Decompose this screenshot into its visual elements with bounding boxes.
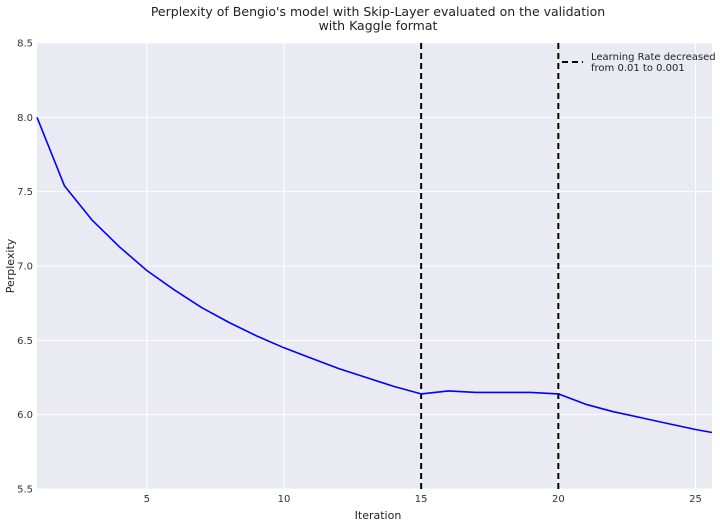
y-tick-label: 6.0: [17, 410, 33, 421]
x-tick-label: 10: [278, 494, 291, 505]
legend-label-line-2: from 0.01 to 0.001: [591, 63, 685, 74]
y-tick-label: 7.0: [17, 262, 33, 273]
y-tick-label: 6.5: [17, 336, 33, 347]
chart-title-line-2: with Kaggle format: [319, 18, 438, 33]
chart-title-line-1: Perplexity of Bengio's model with Skip-L…: [151, 4, 605, 19]
y-axis-label: Perplexity: [4, 238, 17, 293]
legend-label-line-1: Learning Rate decreased: [591, 52, 716, 63]
x-tick-label: 25: [689, 494, 702, 505]
perplexity-series-line: [36, 117, 713, 434]
y-tick-label: 5.5: [17, 485, 33, 496]
series-layer: [36, 117, 713, 434]
legend: Learning Rate decreased from 0.01 to 0.0…: [562, 52, 716, 74]
y-tick-label: 8.5: [17, 39, 33, 50]
vertical-markers: [420, 43, 560, 489]
x-axis-label: Iteration: [355, 509, 402, 522]
x-tick-label: 5: [144, 494, 150, 505]
x-tick-label: 15: [415, 494, 428, 505]
x-ticks: 5 10 15 20 25: [144, 494, 702, 505]
x-tick-label: 20: [552, 494, 565, 505]
y-tick-label: 8.0: [17, 113, 33, 124]
y-ticks: 5.5 6.0 6.5 7.0 7.5 8.0 8.5: [17, 39, 33, 496]
y-tick-label: 7.5: [17, 187, 33, 198]
